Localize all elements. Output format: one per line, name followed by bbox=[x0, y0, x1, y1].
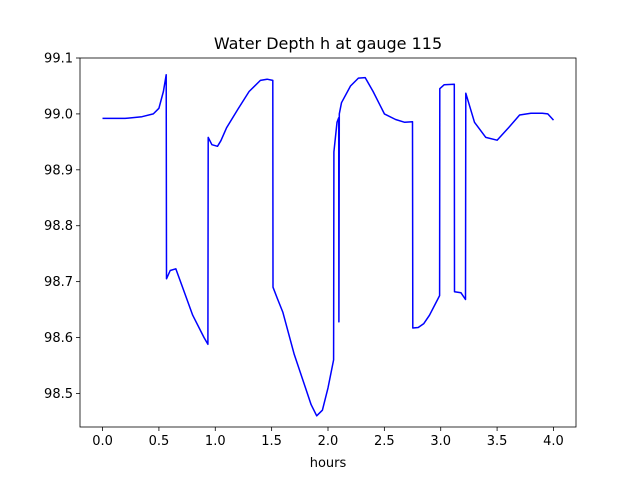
y-tick-label: 99.1 bbox=[44, 52, 73, 67]
series-line-1 bbox=[102, 74, 555, 417]
x-tick-label: 3.0 bbox=[430, 434, 451, 449]
x-tick-label: 4.0 bbox=[543, 434, 564, 449]
x-tick-label: 1.5 bbox=[261, 434, 282, 449]
x-tick-label: 0.0 bbox=[92, 434, 113, 449]
y-tick-label: 98.6 bbox=[44, 331, 73, 346]
y-tick-label: 98.8 bbox=[44, 219, 73, 234]
y-tick-label: 98.7 bbox=[44, 275, 73, 290]
x-tick-label: 3.5 bbox=[487, 434, 508, 449]
plot-area: 0.0 0.5 1.0 1.5 2.0 2.5 3.0 3.5 4.0 98.5 98.6 98.7 9… bbox=[44, 52, 577, 449]
x-tick-label: 1.0 bbox=[205, 434, 226, 449]
x-axis-label: hours bbox=[310, 456, 347, 471]
x-tick-label: 2.5 bbox=[374, 434, 395, 449]
x-tick-label: 0.5 bbox=[149, 434, 170, 449]
y-tick-label: 98.9 bbox=[44, 163, 73, 178]
y-tick-label: 99.0 bbox=[44, 107, 73, 122]
chart-title: Water Depth h at gauge 115 bbox=[214, 34, 442, 53]
x-tick-label: 2.0 bbox=[318, 434, 339, 449]
y-tick-label: 98.5 bbox=[44, 387, 73, 402]
